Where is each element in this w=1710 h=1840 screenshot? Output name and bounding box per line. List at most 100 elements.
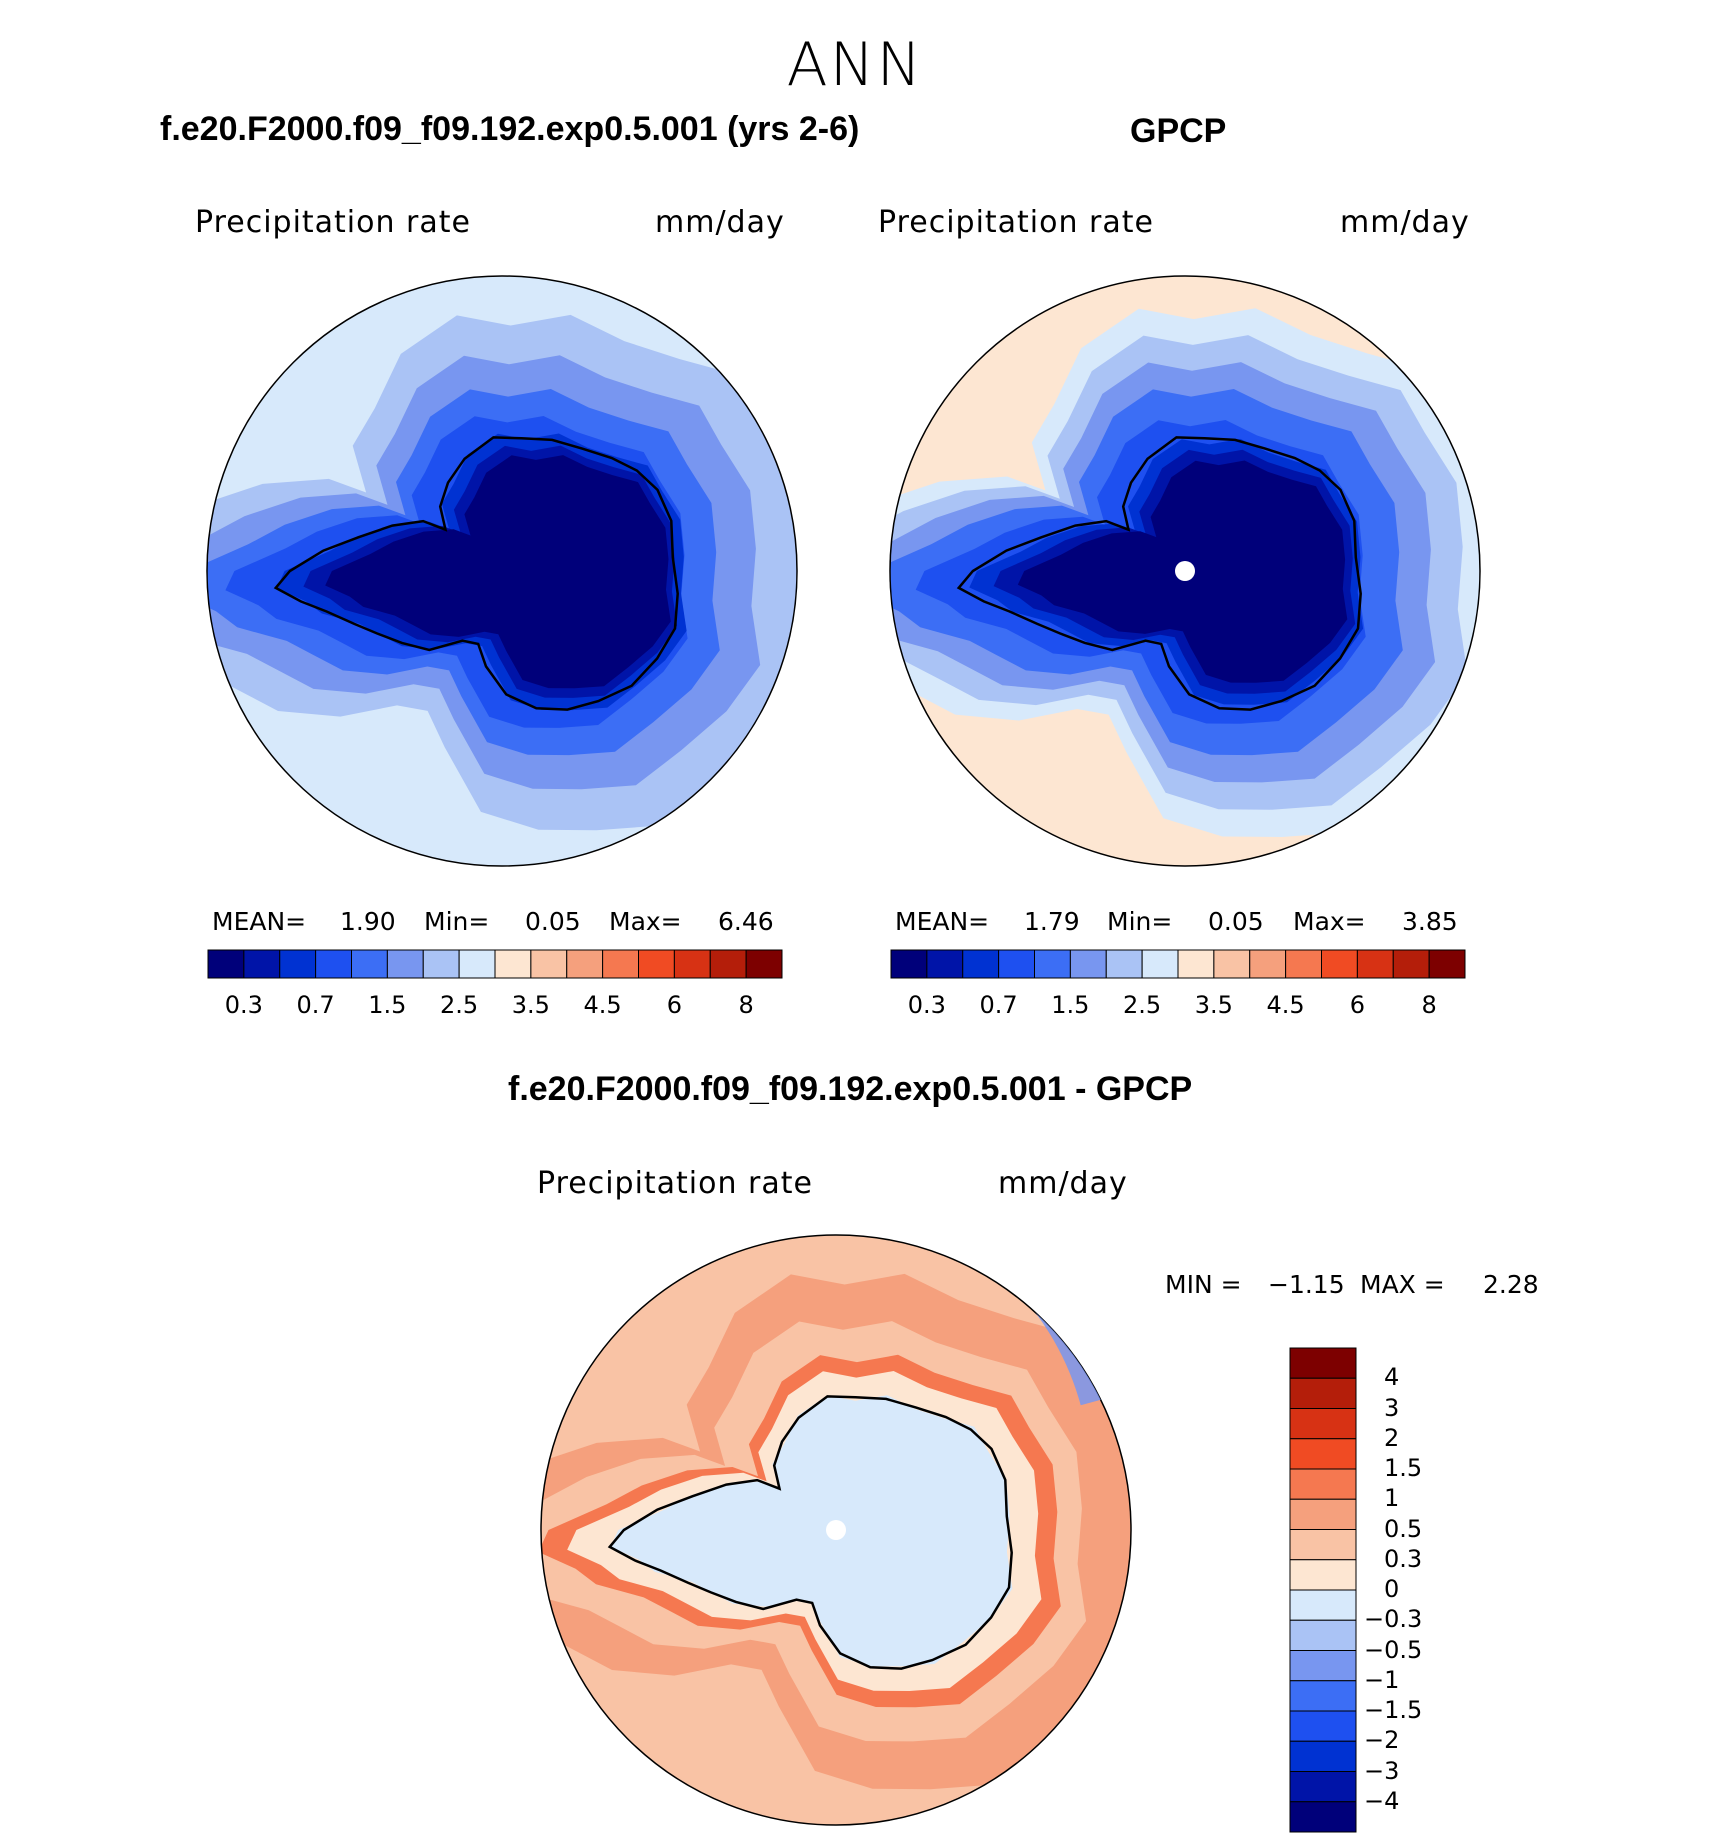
colorbar-difference-tick-label: 0 [1384,1575,1400,1603]
colorbar-difference-swatch [1289,1650,1357,1682]
colorbar-difference [1289,1347,1357,1833]
colorbar-difference-swatch [1289,1619,1357,1651]
panel2-min-label: Min= [1107,907,1173,936]
map-model-fill [207,276,797,866]
colorbar-model-swatch [386,949,424,979]
colorbar-model-tick-label: 0.3 [224,991,263,1019]
colorbar-gpcp-tick-label: 8 [1421,991,1437,1019]
panel1-max-label: Max= [609,907,682,936]
colorbar-model-swatch [638,949,675,979]
colorbar-difference-tick-label: 0.3 [1384,1544,1423,1573]
colorbar-difference-tick-label: −0.3 [1364,1605,1423,1634]
panel1-mean: 1.90 [340,907,396,936]
colorbar-model-tick-label: 3.5 [511,991,550,1019]
colorbar-model-swatch [315,949,352,979]
colorbar-model-swatch [709,949,747,979]
panel3-max: 2.28 [1483,1270,1539,1299]
map-difference [540,1234,1132,1826]
panel2-max: 3.85 [1402,907,1458,936]
colorbar-difference-swatch [1289,1680,1357,1712]
colorbar-gpcp-swatch [1428,949,1466,979]
colorbar-model-swatch [494,949,532,979]
colorbar-gpcp-swatch [1392,949,1430,979]
map-model-band-7 [325,455,671,689]
colorbar-gpcp-tick-label: 6 [1349,991,1366,1019]
colorbar-model-tick-label: 6 [666,991,683,1019]
panel3-units: mm/day [998,1166,1128,1201]
map-difference-band-5 [610,1395,1013,1667]
colorbar-difference-tick-label: −3 [1364,1756,1400,1785]
colorbar-gpcp-tick-label: 3.5 [1194,991,1233,1019]
panel2-variable: Precipitation rate [878,205,1154,240]
panel1-units: mm/day [655,205,785,240]
colorbar-difference-tick-label: −1.5 [1364,1696,1423,1724]
panel3-variable: Precipitation rate [537,1166,813,1201]
map-model-boundary [206,275,798,867]
colorbar-model-swatch [351,949,388,979]
panel3-max-label: MAX = [1360,1270,1445,1299]
colorbar-gpcp-swatch [926,949,964,979]
colorbar-difference-swatch [1289,1438,1357,1470]
colorbar-model-tick-label: 4.5 [583,991,622,1019]
panel1-min: 0.05 [525,907,581,936]
colorbar-difference-tick-label: −2 [1364,1726,1400,1755]
colorbar-gpcp-swatch [1321,949,1358,979]
panel3-min-label: MIN = [1165,1270,1242,1299]
colorbar-model-tick-label: 1.5 [368,991,407,1019]
colorbar-gpcp-swatch [1249,949,1287,979]
panel3-min: −1.15 [1268,1270,1345,1299]
map-gpcp-boundary [889,275,1481,867]
colorbar-model-swatch [745,949,783,979]
panel1-mean-label: MEAN= [212,907,307,936]
colorbar-difference-tick-label: −4 [1364,1786,1400,1815]
colorbar-difference-tick-label: 1.5 [1384,1454,1423,1482]
map-gpcp-fill [890,276,1480,866]
colorbar-difference-swatch [1289,1801,1357,1833]
colorbar-gpcp-tick-label: 4.5 [1266,991,1305,1019]
colorbar-difference-tick-label: 2 [1384,1423,1400,1452]
map-difference-fill [541,1235,1131,1825]
colorbar-gpcp-swatch [1285,949,1322,979]
panel1-min-label: Min= [424,907,490,936]
colorbar-difference-swatch [1289,1740,1357,1772]
colorbar-gpcp-tick-label: 0.7 [979,991,1018,1019]
colorbar-difference-swatch [1289,1408,1357,1440]
colorbar-model-tick-label: 2.5 [440,991,479,1019]
colorbar-gpcp-swatch [1069,949,1107,979]
colorbar-difference-tick-label: −0.5 [1364,1635,1423,1664]
colorbar-gpcp-tick-label: 1.5 [1051,991,1090,1019]
page-title: ANN [786,30,924,100]
map-model-coastline [273,436,679,711]
colorbar-gpcp-tick-label: 2.5 [1123,991,1162,1019]
colorbar-gpcp-swatch [1356,949,1394,979]
colorbar-model-swatch [530,949,568,979]
colorbar-difference-tick-label: 4 [1384,1363,1400,1392]
map-gpcp [889,275,1481,867]
map-gpcp-pole-marker [1175,561,1195,581]
colorbar-gpcp-swatch [998,949,1035,979]
panel1-title: f.e20.F2000.f09_f09.192.exp0.5.001 (yrs … [160,110,860,148]
map-difference-pole-marker [826,1520,846,1540]
colorbar-difference-swatch [1289,1468,1357,1500]
colorbar-difference-tick-label: 0.5 [1384,1514,1423,1543]
colorbar-difference-swatch [1289,1498,1357,1530]
panel2-mean-label: MEAN= [895,907,990,936]
colorbar-model-tick-label: 8 [738,991,754,1019]
map-difference-coastline [607,1395,1013,1670]
panel2-min: 0.05 [1208,907,1264,936]
colorbar-model-swatch [207,949,245,979]
map-gpcp-coastline [956,436,1362,711]
colorbar-model-swatch [458,949,496,979]
map-model [206,275,798,867]
colorbar-difference-swatch [1289,1377,1357,1409]
colorbar-gpcp-swatch [890,949,928,979]
panel2-max-label: Max= [1293,907,1366,936]
map-difference-boundary [540,1234,1132,1826]
colorbar-gpcp [890,949,1466,979]
colorbar-model-swatch [673,949,711,979]
colorbar-difference-swatch [1289,1710,1357,1742]
colorbar-gpcp-tick-label: 0.3 [907,991,946,1019]
colorbar-model-swatch [602,949,639,979]
colorbar-difference-swatch [1289,1589,1357,1621]
